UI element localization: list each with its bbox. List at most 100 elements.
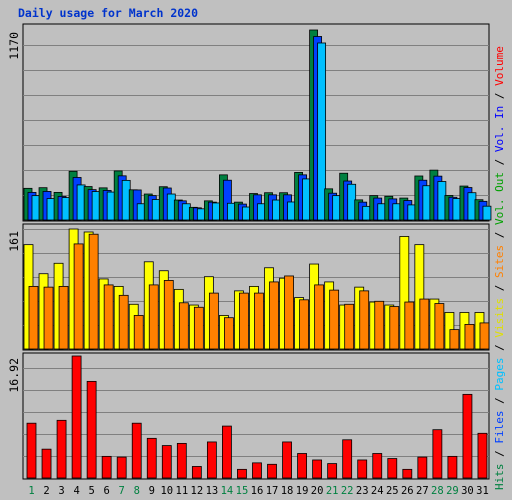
bar-sites-day-16 bbox=[254, 292, 264, 350]
legend-separator: / bbox=[493, 225, 506, 245]
bar-volume-day-28 bbox=[432, 429, 443, 479]
panel-frame bbox=[22, 352, 490, 480]
legend-separator: / bbox=[493, 278, 506, 298]
y-tick-label: 16.92 bbox=[7, 358, 21, 393]
legend-item: Pages bbox=[493, 358, 506, 391]
bar-sites-day-1 bbox=[28, 285, 39, 350]
day-label: 16 bbox=[251, 485, 264, 497]
bar-visits-day-27 bbox=[414, 244, 425, 350]
bar-sites-day-7 bbox=[118, 294, 129, 350]
bar-sites-day-22 bbox=[344, 303, 355, 350]
day-label: 18 bbox=[281, 485, 294, 497]
day-label: 26 bbox=[401, 485, 414, 497]
chart-panel-visits-sites: 161 bbox=[7, 223, 490, 351]
day-label: 27 bbox=[416, 485, 429, 497]
legend-item: Volume bbox=[493, 46, 506, 86]
bar-sites-day-5 bbox=[88, 233, 99, 350]
y-tick-label: 161 bbox=[7, 231, 21, 252]
bar-volume-day-29 bbox=[447, 455, 458, 479]
day-label: 23 bbox=[356, 485, 369, 497]
bar-volume-day-4 bbox=[71, 355, 82, 479]
bar-sites-day-3 bbox=[58, 285, 69, 350]
bar-volume-day-19 bbox=[297, 453, 307, 479]
bar-sites-day-28 bbox=[434, 303, 445, 350]
bar-volume-day-30 bbox=[462, 393, 473, 479]
legend-item: Visits bbox=[493, 298, 506, 338]
legend-item: Files bbox=[493, 411, 506, 444]
legend-item: Hits bbox=[493, 464, 506, 491]
day-label: 12 bbox=[191, 485, 204, 497]
bar-sites-day-13 bbox=[208, 292, 219, 350]
bar-volume-day-7 bbox=[116, 456, 127, 479]
bar-volume-day-2 bbox=[41, 448, 52, 479]
bar-sites-day-27 bbox=[419, 298, 430, 350]
chart-panel-hits-files-pages: 1170 bbox=[7, 23, 492, 222]
bar-sites-day-17 bbox=[269, 281, 279, 350]
legend-separator: / bbox=[493, 391, 506, 411]
bar-sites-day-30 bbox=[464, 324, 475, 350]
bar-volume-day-20 bbox=[312, 459, 323, 479]
bar-volume-day-18 bbox=[282, 441, 292, 479]
page-title: Daily usage for March 2020 bbox=[18, 6, 199, 20]
day-label: 10 bbox=[160, 485, 173, 497]
bar-volume-day-24 bbox=[372, 453, 383, 479]
bar-sites-day-2 bbox=[43, 286, 54, 350]
legend-separator: / bbox=[493, 338, 506, 358]
bar-volume-day-31 bbox=[477, 432, 488, 479]
day-label: 25 bbox=[386, 485, 399, 497]
day-label: 31 bbox=[476, 485, 489, 497]
bar-sites-day-8 bbox=[133, 315, 144, 350]
bar-pages-day-31 bbox=[482, 205, 492, 221]
bar-sites-day-9 bbox=[148, 284, 159, 350]
day-label: 29 bbox=[446, 485, 459, 497]
bar-volume-day-8 bbox=[131, 422, 142, 479]
bar-volume-day-26 bbox=[402, 468, 413, 479]
legend-separator: / bbox=[493, 444, 506, 464]
day-label: 14 bbox=[221, 485, 234, 497]
bar-sites-day-10 bbox=[163, 280, 174, 350]
day-label: 19 bbox=[296, 485, 309, 497]
bar-volume-day-12 bbox=[191, 466, 202, 479]
bar-sites-day-18 bbox=[284, 275, 294, 350]
chart-panel-volume: 16.92 bbox=[7, 352, 490, 480]
day-label: 1 bbox=[28, 485, 34, 497]
bar-sites-day-4 bbox=[73, 243, 84, 350]
bar-sites-day-6 bbox=[103, 284, 114, 350]
bar-volume-day-10 bbox=[161, 445, 172, 479]
bar-pages-day-20 bbox=[317, 42, 327, 221]
day-label: 20 bbox=[311, 485, 324, 497]
bar-volume-day-21 bbox=[327, 463, 338, 479]
bar-sites-day-15 bbox=[239, 292, 249, 350]
bar-volume-day-27 bbox=[417, 456, 428, 479]
day-label: 7 bbox=[119, 485, 125, 497]
bar-volume-day-9 bbox=[146, 437, 157, 479]
day-label: 13 bbox=[206, 485, 219, 497]
bar-volume-day-16 bbox=[252, 462, 262, 479]
bar-volume-day-15 bbox=[237, 468, 247, 479]
day-label: 5 bbox=[88, 485, 94, 497]
bar-volume-day-13 bbox=[206, 441, 217, 479]
bar-sites-day-11 bbox=[178, 302, 189, 350]
bar-volume-day-17 bbox=[267, 463, 277, 479]
bar-sites-day-12 bbox=[193, 306, 204, 350]
series-legend: Hits / Files / Pages / Visits / Sites / … bbox=[493, 46, 506, 490]
bar-sites-day-29 bbox=[449, 329, 460, 350]
bar-volume-day-6 bbox=[101, 455, 112, 479]
day-label: 17 bbox=[266, 485, 279, 497]
day-label: 28 bbox=[431, 485, 444, 497]
bar-visits-day-26 bbox=[399, 236, 410, 350]
day-label: 4 bbox=[73, 485, 79, 497]
day-label: 2 bbox=[43, 485, 49, 497]
bar-sites-day-24 bbox=[374, 300, 385, 350]
bar-volume-day-11 bbox=[176, 442, 187, 479]
legend-item: Vol. In bbox=[493, 106, 506, 152]
bar-sites-day-19 bbox=[299, 299, 309, 350]
day-label: 8 bbox=[134, 485, 140, 497]
bar-volume-day-23 bbox=[357, 459, 368, 479]
bar-sites-day-14 bbox=[224, 317, 234, 350]
bar-sites-day-26 bbox=[404, 301, 415, 350]
bar-volume-day-25 bbox=[387, 458, 398, 479]
day-label: 24 bbox=[371, 485, 384, 497]
bar-volume-day-22 bbox=[342, 439, 353, 479]
